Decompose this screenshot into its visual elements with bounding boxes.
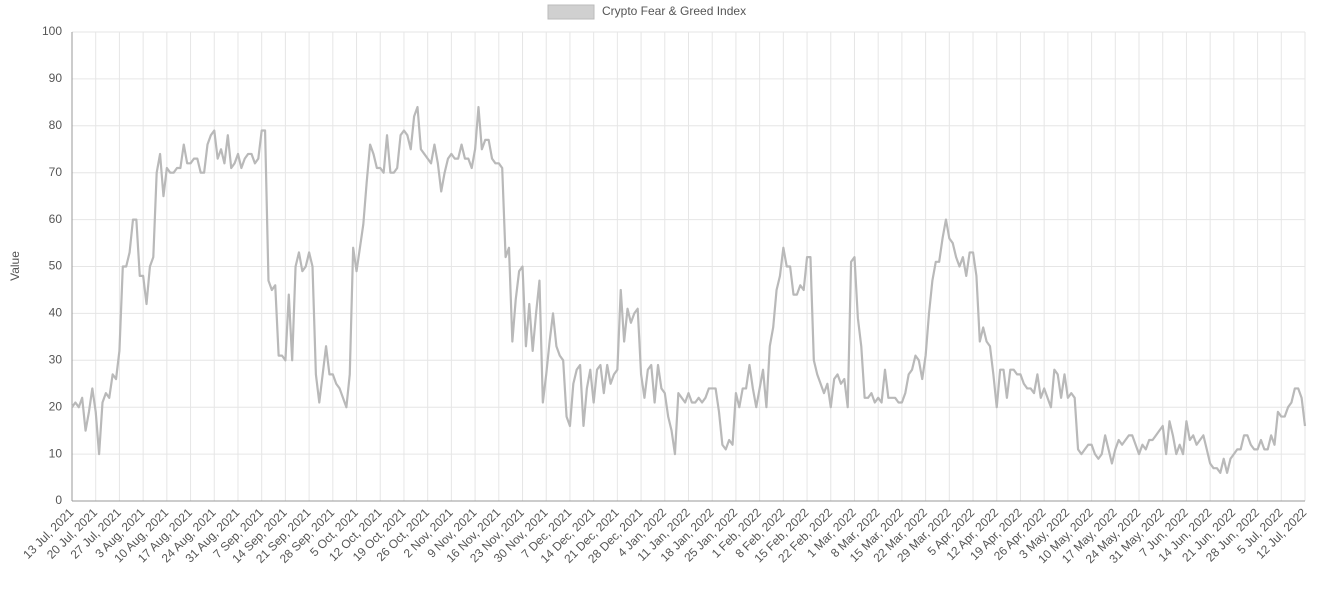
y-tick-label: 30 (49, 352, 63, 366)
y-axis-label: Value (8, 251, 22, 281)
y-tick-label: 100 (42, 24, 62, 38)
legend-swatch (547, 4, 595, 20)
y-tick-label: 10 (49, 446, 63, 460)
y-tick-label: 50 (49, 259, 63, 273)
y-tick-label: 20 (49, 399, 63, 413)
y-tick-label: 0 (55, 493, 62, 507)
y-tick-label: 60 (49, 212, 63, 226)
legend-label: Crypto Fear & Greed Index (602, 4, 746, 18)
y-tick-label: 80 (49, 118, 63, 132)
y-tick-label: 90 (49, 71, 63, 85)
data-line (71, 105, 1307, 474)
y-tick-label: 40 (49, 306, 63, 320)
y-tick-label: 70 (49, 165, 63, 179)
